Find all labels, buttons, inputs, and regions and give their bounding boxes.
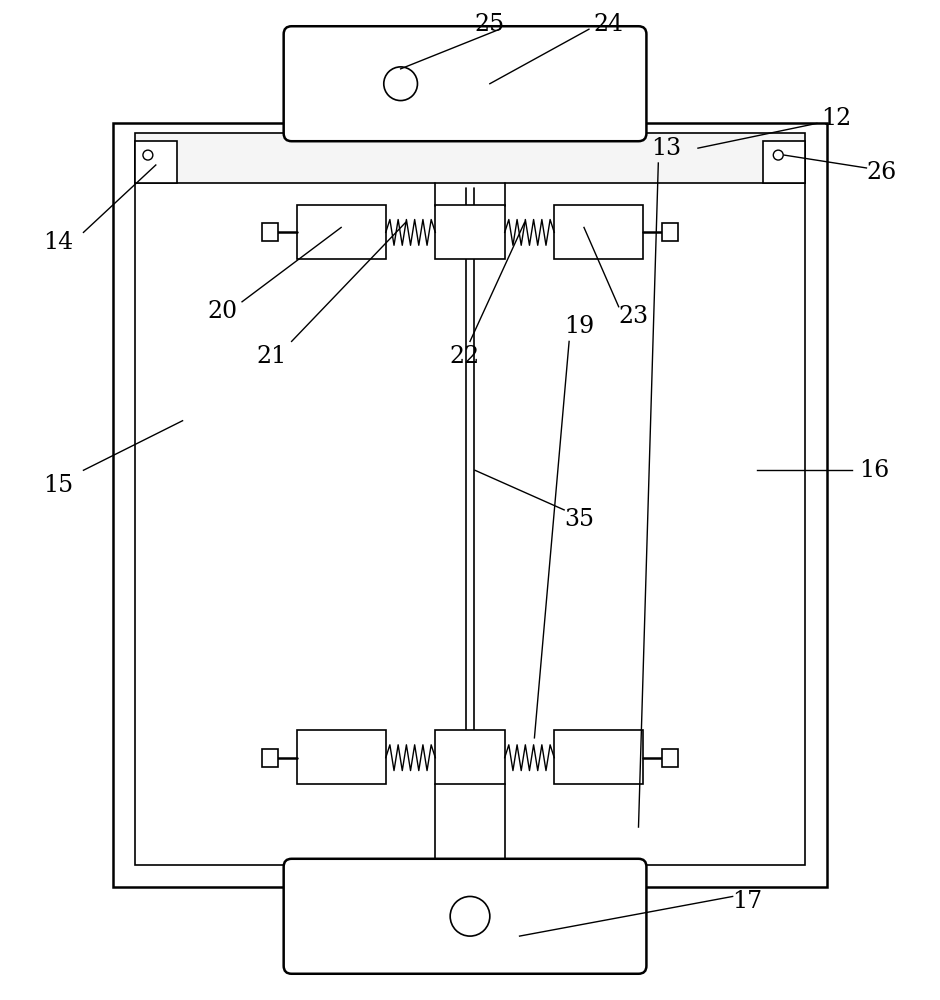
Text: 25: 25 xyxy=(475,13,505,36)
Text: 21: 21 xyxy=(257,345,287,368)
Bar xyxy=(763,141,805,183)
Text: 17: 17 xyxy=(732,890,762,913)
Text: 12: 12 xyxy=(822,107,852,130)
FancyBboxPatch shape xyxy=(284,859,647,974)
Bar xyxy=(135,141,177,183)
Circle shape xyxy=(143,150,153,160)
Circle shape xyxy=(384,67,417,101)
Bar xyxy=(113,123,827,887)
Bar xyxy=(262,223,277,241)
Text: 26: 26 xyxy=(866,161,897,184)
Text: 20: 20 xyxy=(207,300,237,323)
Bar xyxy=(663,749,678,767)
Bar xyxy=(262,749,277,767)
Bar xyxy=(135,145,805,865)
FancyBboxPatch shape xyxy=(284,26,647,141)
Text: 16: 16 xyxy=(859,459,889,482)
Bar xyxy=(555,205,644,259)
Text: 19: 19 xyxy=(564,315,594,338)
Bar xyxy=(296,205,385,259)
Bar xyxy=(435,730,505,784)
Bar xyxy=(135,133,805,183)
Text: 14: 14 xyxy=(43,231,74,254)
Text: 22: 22 xyxy=(450,345,480,368)
Circle shape xyxy=(774,150,783,160)
Text: 15: 15 xyxy=(43,474,73,497)
Text: 35: 35 xyxy=(564,508,594,531)
Bar xyxy=(663,223,678,241)
Circle shape xyxy=(450,896,490,936)
Bar xyxy=(296,730,385,784)
Text: 13: 13 xyxy=(651,137,682,160)
Bar xyxy=(555,730,644,784)
Text: 24: 24 xyxy=(594,13,624,36)
Text: 23: 23 xyxy=(619,305,649,328)
Bar xyxy=(435,205,505,259)
